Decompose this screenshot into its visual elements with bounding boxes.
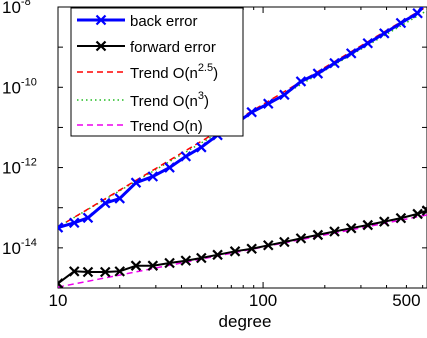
data-point [181, 152, 190, 161]
legend-label: Trend O(n3) [130, 90, 209, 110]
y-tick-label: 10-10 [2, 76, 37, 97]
data-point [165, 163, 174, 172]
data-point [363, 39, 372, 48]
marker-stroke [423, 0, 427, 4]
legend-label: back error [130, 13, 198, 30]
data-point [380, 29, 389, 38]
x-tick-label: 10 [49, 291, 68, 310]
y-tick-label: 10-12 [2, 157, 37, 178]
x-axis-label: degree [219, 312, 272, 331]
legend-label: forward error [130, 39, 216, 56]
data-point [423, 0, 427, 4]
data-point [197, 143, 206, 152]
y-tick-label: 10-14 [2, 237, 37, 258]
legend-label: Trend O(n) [130, 118, 203, 135]
marker-stroke [423, 0, 427, 4]
x-tick-label: 100 [249, 291, 277, 310]
x-tick-label: 500 [392, 291, 420, 310]
y-tick-label: 10-8 [2, 0, 31, 17]
series-forward-error [54, 206, 427, 288]
